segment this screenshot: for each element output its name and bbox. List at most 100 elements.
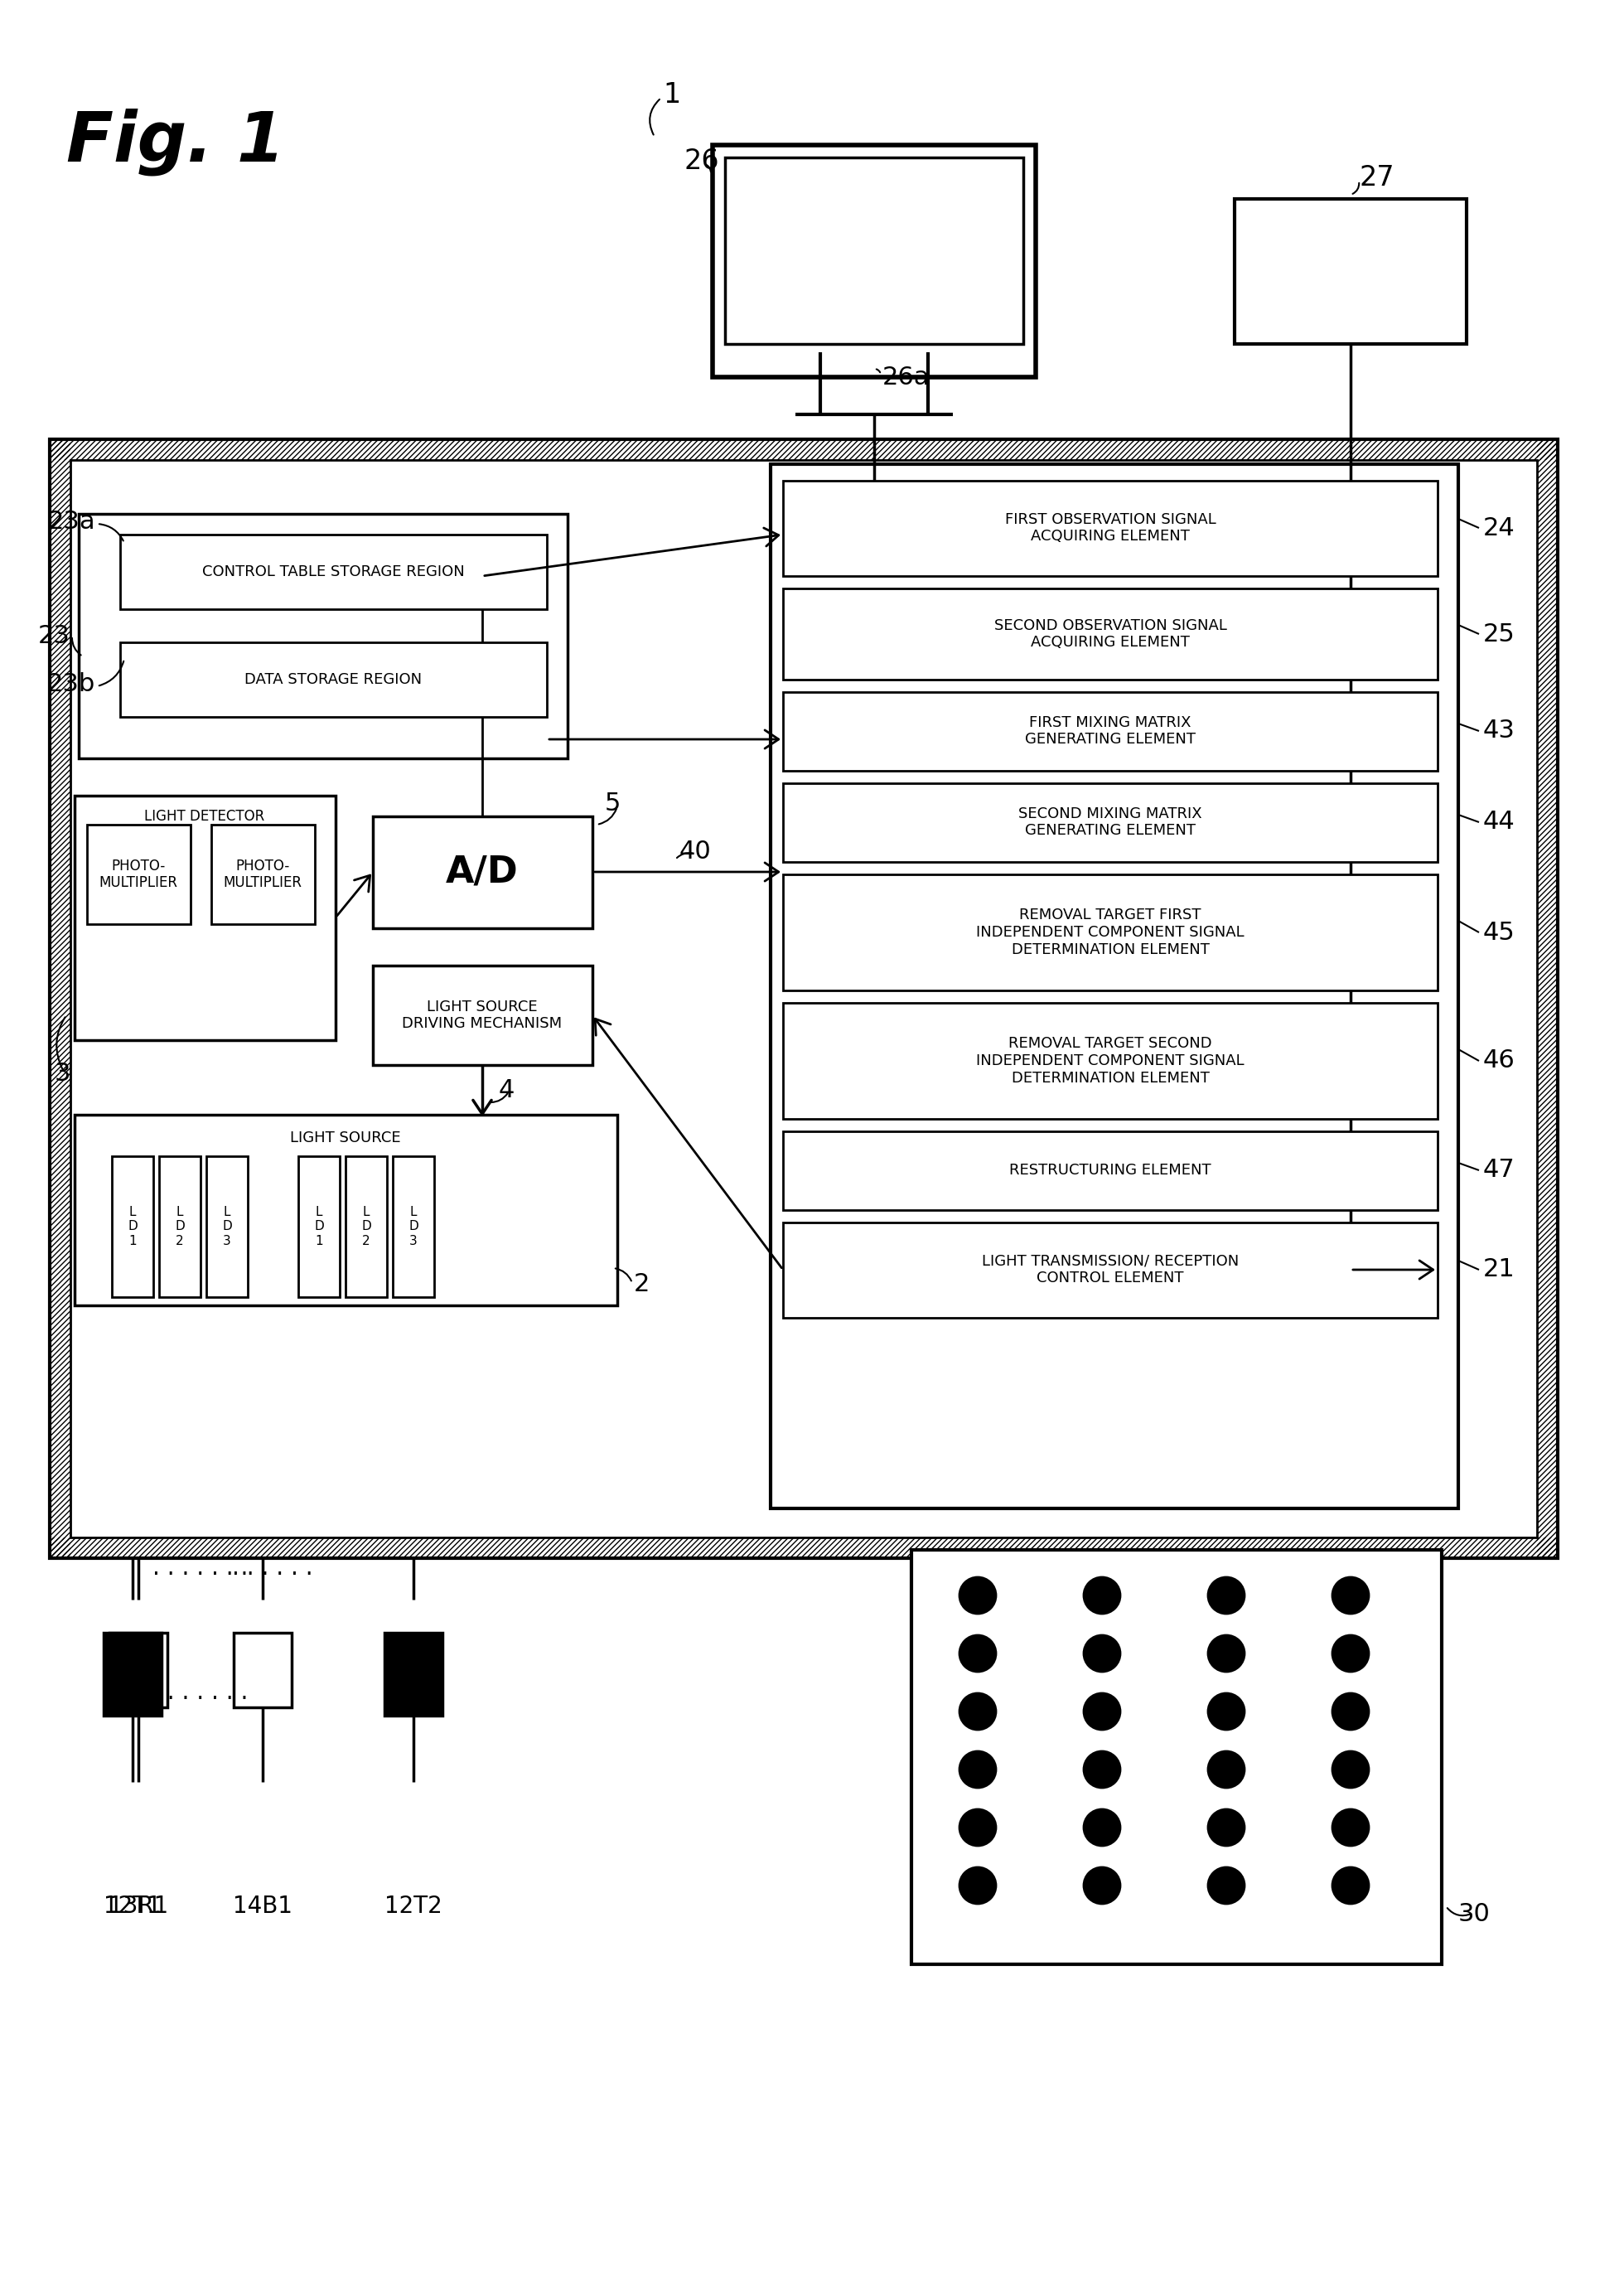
Bar [783, 589, 1437, 680]
Text: LIGHT SOURCE
DRIVING MECHANISM: LIGHT SOURCE DRIVING MECHANISM [403, 998, 562, 1030]
Text: L
D
1: L D 1 [128, 1207, 138, 1248]
Bar [783, 1223, 1437, 1317]
Circle shape [1332, 1866, 1369, 1903]
Text: 14B1: 14B1 [232, 1894, 292, 1917]
Text: 26: 26 [684, 149, 719, 176]
Circle shape [1332, 1752, 1369, 1788]
Circle shape [1208, 1809, 1244, 1846]
Text: 40: 40 [679, 838, 711, 863]
Circle shape [960, 1578, 996, 1614]
Text: 27: 27 [1359, 165, 1393, 192]
Bar [70, 460, 1536, 1537]
Text: 3: 3 [54, 1060, 70, 1085]
Bar [783, 1003, 1437, 1120]
Text: REMOVAL TARGET SECOND
INDEPENDENT COMPONENT SIGNAL
DETERMINATION ELEMENT: REMOVAL TARGET SECOND INDEPENDENT COMPON… [976, 1035, 1244, 1085]
Text: 26a: 26a [882, 364, 931, 389]
Bar [393, 1156, 434, 1296]
Text: L
D
3: L D 3 [409, 1207, 419, 1248]
Bar [120, 534, 547, 609]
Text: 12T2: 12T2 [385, 1894, 442, 1917]
Text: PHOTO-
MULTIPLIER: PHOTO- MULTIPLIER [224, 859, 302, 891]
Bar [50, 1537, 1557, 1557]
Bar [88, 824, 190, 925]
Text: 46: 46 [1483, 1049, 1515, 1074]
Bar [234, 1633, 292, 1708]
Text: CONTROL TABLE STORAGE REGION: CONTROL TABLE STORAGE REGION [201, 563, 464, 579]
Circle shape [1332, 1635, 1369, 1672]
Text: DATA STORAGE REGION: DATA STORAGE REGION [244, 673, 422, 687]
Bar [206, 1156, 248, 1296]
Bar [783, 783, 1437, 861]
Bar [299, 1156, 339, 1296]
Circle shape [1332, 1692, 1369, 1729]
Text: LIGHT SOURCE: LIGHT SOURCE [291, 1131, 401, 1145]
Text: L
D
2: L D 2 [362, 1207, 372, 1248]
Text: FIRST MIXING MATRIX
GENERATING ELEMENT: FIRST MIXING MATRIX GENERATING ELEMENT [1025, 714, 1195, 747]
Text: · · · · · ·: · · · · · · [232, 1564, 313, 1587]
Bar [159, 1156, 200, 1296]
Text: · · · · · · ·: · · · · · · · [153, 1564, 248, 1587]
Bar [783, 1131, 1437, 1209]
Bar [120, 641, 547, 717]
Circle shape [1208, 1635, 1244, 1672]
Text: PHOTO-
MULTIPLIER: PHOTO- MULTIPLIER [99, 859, 177, 891]
Bar [783, 875, 1437, 992]
Bar [783, 481, 1437, 577]
Bar [770, 465, 1458, 1509]
Text: 2: 2 [633, 1273, 650, 1296]
Text: 45: 45 [1483, 921, 1515, 943]
Bar [1536, 440, 1557, 1557]
Bar [75, 795, 336, 1040]
Text: 43: 43 [1483, 719, 1515, 742]
Text: 13R1: 13R1 [109, 1894, 169, 1917]
Circle shape [960, 1866, 996, 1903]
Circle shape [1083, 1809, 1121, 1846]
Text: LIGHT DETECTOR: LIGHT DETECTOR [145, 808, 265, 824]
Text: 4: 4 [499, 1079, 515, 1101]
Circle shape [1332, 1578, 1369, 1614]
Bar [374, 815, 593, 927]
Text: 23: 23 [39, 623, 70, 648]
Bar [911, 1550, 1442, 1965]
Text: 5: 5 [604, 792, 620, 815]
Text: L
D
2: L D 2 [175, 1207, 185, 1248]
Circle shape [960, 1635, 996, 1672]
Bar [724, 158, 1023, 344]
Text: 24: 24 [1483, 515, 1515, 540]
Bar [104, 1633, 161, 1715]
Bar [1234, 199, 1466, 343]
Text: 23b: 23b [47, 671, 96, 696]
Circle shape [1208, 1752, 1244, 1788]
Text: 47: 47 [1483, 1159, 1515, 1182]
Text: 25: 25 [1483, 623, 1515, 646]
Text: SECOND MIXING MATRIX
GENERATING ELEMENT: SECOND MIXING MATRIX GENERATING ELEMENT [1018, 806, 1202, 838]
Text: 44: 44 [1483, 811, 1515, 834]
Text: A/D: A/D [447, 854, 518, 891]
Circle shape [960, 1809, 996, 1846]
Circle shape [1208, 1578, 1244, 1614]
Circle shape [960, 1692, 996, 1729]
Circle shape [1332, 1809, 1369, 1846]
Text: L
D
3: L D 3 [222, 1207, 232, 1248]
Text: 23a: 23a [47, 511, 96, 534]
Bar [50, 440, 70, 1557]
Bar [109, 1633, 167, 1708]
Bar [50, 440, 1557, 1557]
Circle shape [1208, 1866, 1244, 1903]
Circle shape [1083, 1866, 1121, 1903]
Circle shape [1208, 1692, 1244, 1729]
Bar [346, 1156, 387, 1296]
Text: L
D
1: L D 1 [313, 1207, 323, 1248]
Bar [783, 692, 1437, 772]
Bar [112, 1156, 153, 1296]
Text: FIRST OBSERVATION SIGNAL
ACQUIRING ELEMENT: FIRST OBSERVATION SIGNAL ACQUIRING ELEME… [1005, 513, 1216, 545]
Circle shape [960, 1752, 996, 1788]
Bar [70, 460, 1536, 1537]
Text: LIGHT TRANSMISSION/ RECEPTION
CONTROL ELEMENT: LIGHT TRANSMISSION/ RECEPTION CONTROL EL… [983, 1253, 1239, 1285]
Text: REMOVAL TARGET FIRST
INDEPENDENT COMPONENT SIGNAL
DETERMINATION ELEMENT: REMOVAL TARGET FIRST INDEPENDENT COMPONE… [976, 907, 1244, 957]
Text: 1: 1 [663, 82, 680, 110]
Text: 30: 30 [1458, 1903, 1491, 1926]
Bar [50, 440, 1557, 460]
Text: 21: 21 [1483, 1257, 1515, 1282]
Bar [385, 1633, 442, 1715]
